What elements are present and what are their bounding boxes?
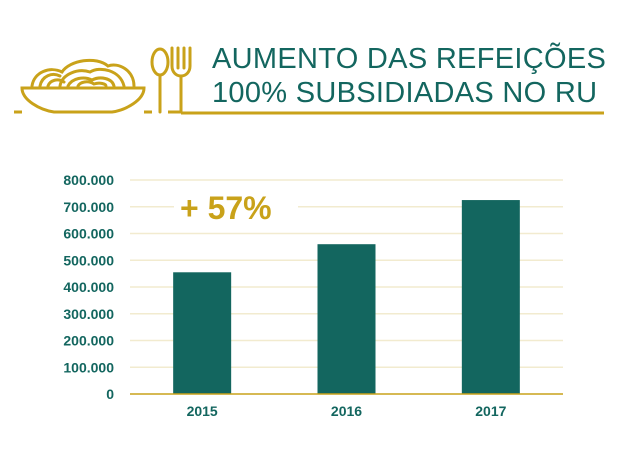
x-tick-label: 2015: [187, 403, 218, 419]
y-tick-label: 300.000: [63, 306, 114, 322]
y-tick-label: 400.000: [63, 279, 114, 295]
y-tick-label: 0: [106, 386, 114, 402]
annotation-background: [174, 190, 298, 228]
bar-2016: [317, 244, 376, 394]
y-tick-label: 100.000: [63, 359, 114, 375]
header-illustration: [14, 46, 604, 115]
header-underline: [14, 110, 604, 115]
spoon-icon: [150, 47, 170, 114]
y-axis-tick-labels: 0 100.000 200.000 300.000 400.000 500.000 600.…: [63, 172, 114, 402]
title-line-2: 100% SUBSIDIADAS NO RU: [212, 77, 598, 109]
y-tick-label: 600.000: [63, 226, 114, 242]
growth-annotation: + 57%: [180, 190, 272, 226]
noodle-bowl-icon: [20, 58, 146, 114]
title-line-1: AUMENTO DAS REFEIÇÕES: [212, 43, 607, 75]
x-tick-label: 2016: [331, 403, 362, 419]
x-axis-tick-labels: 2015 2016 2017: [187, 403, 507, 419]
y-tick-label: 700.000: [63, 199, 114, 215]
x-tick-label: 2017: [475, 403, 506, 419]
bars: [173, 200, 520, 394]
y-tick-label: 800.000: [63, 172, 114, 188]
y-tick-label: 500.000: [63, 252, 114, 268]
page-title: AUMENTO DAS REFEIÇÕES 100% SUBSIDIADAS N…: [212, 42, 612, 110]
fork-icon: [170, 46, 192, 114]
bar-2017: [461, 200, 520, 394]
y-tick-label: 200.000: [63, 333, 114, 349]
bar-2015: [173, 272, 232, 394]
